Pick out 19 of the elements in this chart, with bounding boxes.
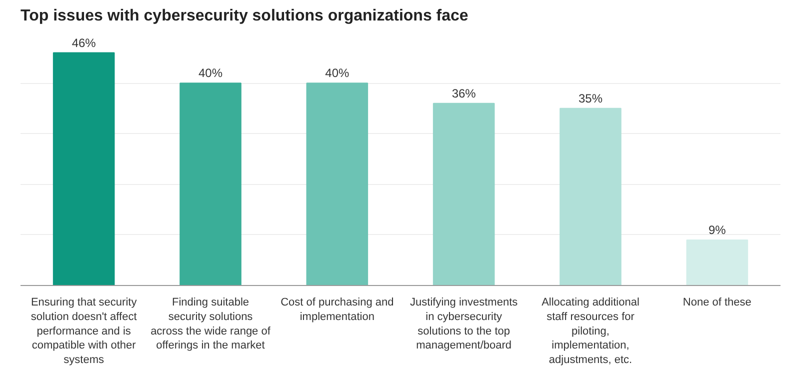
data-label: 40% xyxy=(325,66,350,80)
x-tick-label: None of these xyxy=(682,296,752,308)
bar xyxy=(432,102,495,286)
x-tick-label: Ensuring that security solution doesn't affect performance and is compatible with other systems xyxy=(30,296,138,366)
x-tick-label: Allocating additional staff resources for piloting, implementation, adjustments, etc. xyxy=(542,296,640,366)
bar xyxy=(560,108,622,286)
bar xyxy=(306,82,368,286)
x-tick-label: Justifying investments in cybersecurity solutions to the top management/board xyxy=(410,296,518,352)
x-tick-label: Finding suitable security solutions across the wide range of offerings in the market xyxy=(150,296,272,352)
bar xyxy=(686,239,748,286)
data-label: 40% xyxy=(198,66,223,80)
data-label: 46% xyxy=(72,36,96,50)
data-label: 36% xyxy=(452,86,476,100)
data-label: 9% xyxy=(708,222,726,237)
bar xyxy=(180,82,242,286)
data-label: 35% xyxy=(578,91,603,106)
x-tick-label: Cost of purchasing and implementation xyxy=(280,296,394,323)
chart-title: Top issues with cybersecurity solutions organizations face xyxy=(20,8,468,24)
bar xyxy=(52,52,115,286)
